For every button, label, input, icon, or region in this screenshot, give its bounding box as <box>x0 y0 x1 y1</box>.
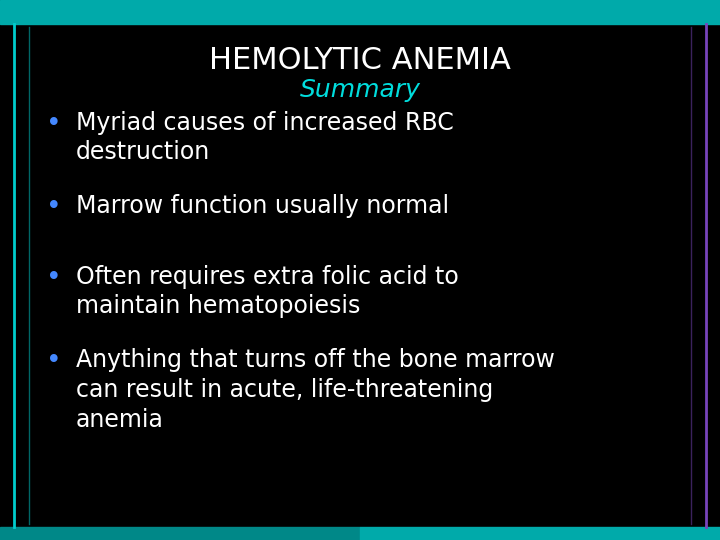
Bar <box>360 526 720 540</box>
Text: Myriad causes of increased RBC
destruction: Myriad causes of increased RBC destructi… <box>76 111 454 164</box>
Text: Marrow function usually normal: Marrow function usually normal <box>76 194 449 218</box>
Text: •: • <box>46 111 62 137</box>
Text: Summary: Summary <box>300 78 420 102</box>
Text: HEMOLYTIC ANEMIA: HEMOLYTIC ANEMIA <box>209 46 511 75</box>
Text: Anything that turns off the bone marrow
can result in acute, life-threatening
an: Anything that turns off the bone marrow … <box>76 348 554 431</box>
Text: •: • <box>46 265 62 291</box>
Bar <box>0 0 720 24</box>
Text: •: • <box>46 194 62 220</box>
Text: Often requires extra folic acid to
maintain hematopoiesis: Often requires extra folic acid to maint… <box>76 265 459 318</box>
Text: •: • <box>46 348 62 374</box>
Bar <box>0 526 360 540</box>
